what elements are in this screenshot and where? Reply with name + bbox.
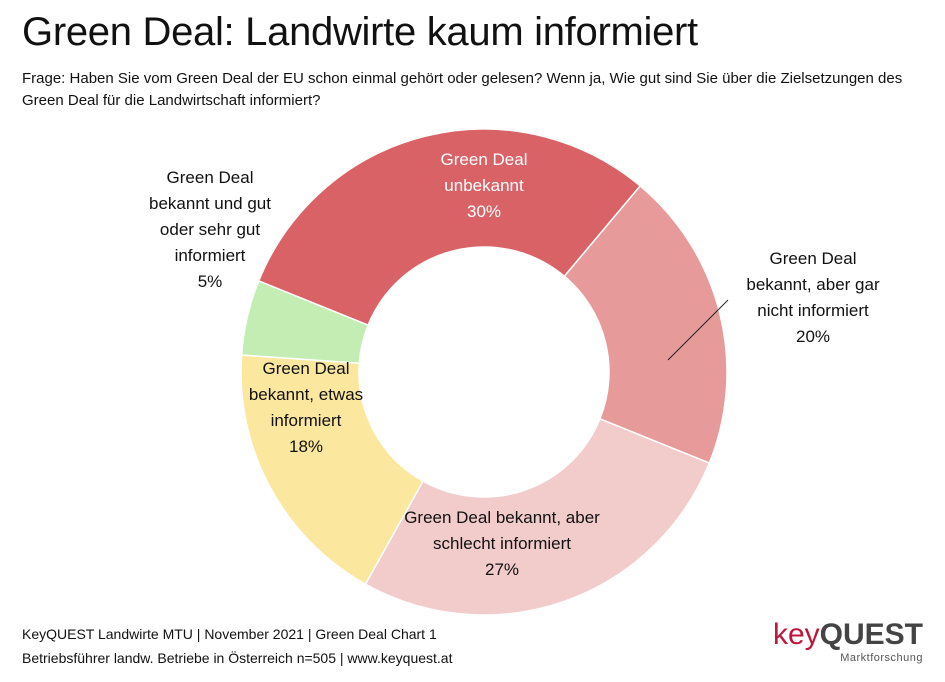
slice-label-5-line-4: informiert xyxy=(175,246,246,265)
slice-label-1-line-1: Green Deal xyxy=(441,150,528,169)
slice-label-4: Green Deal bekannt, etwas informiert 18% xyxy=(249,359,363,456)
logo-quest-text: QUEST xyxy=(819,618,923,651)
slice-label-1-line-2: unbekannt xyxy=(444,176,524,195)
slice-label-3-line-3: 27% xyxy=(485,560,519,579)
slice-label-4-line-1: Green Deal xyxy=(263,359,350,378)
chart-title: Green Deal: Landwirte kaum informiert xyxy=(22,10,698,54)
slice-label-4-line-4: 18% xyxy=(289,437,323,456)
donut-slice-5 xyxy=(240,279,370,365)
slice-label-2: Green Deal bekannt, aber gar nicht informi… xyxy=(746,249,880,346)
slice-label-5: Green Deal bekannt und gut oder sehr gut in… xyxy=(149,168,271,291)
keyquest-logo: keyQUEST Marktforschung xyxy=(772,618,923,665)
survey-question: Frage: Haben Sie vom Green Deal der EU s… xyxy=(22,70,903,109)
slice-label-2-line-3: nicht informiert xyxy=(757,301,869,320)
slice-label-4-line-2: bekannt, etwas xyxy=(249,385,363,404)
slice-label-4-line-3: informiert xyxy=(271,411,342,430)
leader-line-slice-2 xyxy=(667,299,729,361)
slice-label-3: Green Deal bekannt, aber schlecht informi… xyxy=(404,508,600,579)
donut-slice-1 xyxy=(257,128,642,327)
slice-label-5-line-2: bekannt und gut xyxy=(149,194,271,213)
logo-key-text: key xyxy=(772,618,820,651)
donut-slice-2 xyxy=(563,184,728,465)
footer-sample: Betriebsführer landw. Betriebe in Österr… xyxy=(22,650,453,666)
slice-label-3-line-2: schlecht informiert xyxy=(433,534,571,553)
slice-label-5-line-5: 5% xyxy=(198,272,223,291)
donut-slice-3 xyxy=(364,417,711,616)
footer-source: KeyQUEST Landwirte MTU | November 2021 |… xyxy=(22,626,437,642)
slice-label-2-line-1: Green Deal xyxy=(770,249,857,268)
logo-subtitle: Marktforschung xyxy=(840,652,923,664)
donut-slice-4 xyxy=(240,354,425,586)
slice-label-3-line-1: Green Deal bekannt, aber xyxy=(404,508,600,527)
slice-label-5-line-1: Green Deal xyxy=(167,168,254,187)
slice-label-2-line-4: 20% xyxy=(796,327,830,346)
slice-label-2-line-2: bekannt, aber gar xyxy=(746,275,880,294)
slice-label-1: Green Deal unbekannt 30% xyxy=(441,150,528,221)
slice-label-1-line-3: 30% xyxy=(467,202,501,221)
slice-label-5-line-3: oder sehr gut xyxy=(160,220,260,239)
